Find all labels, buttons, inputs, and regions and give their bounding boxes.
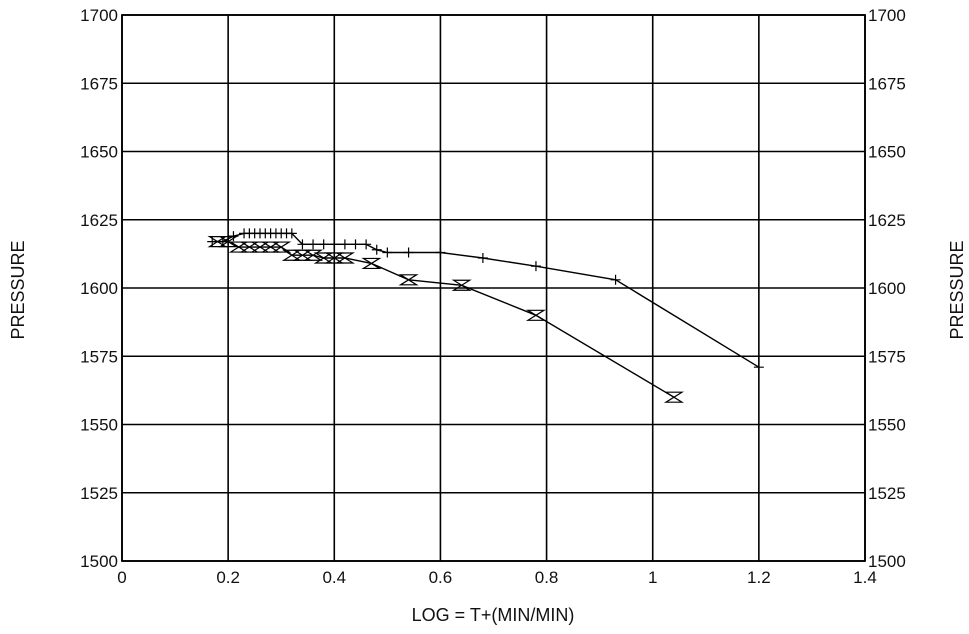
plus-marker [308,239,319,250]
x-tick-label: 0.8 [535,568,559,587]
series-2-line [217,240,675,398]
y-tick-label-right: 1675 [868,74,906,93]
hourglass-marker [302,249,324,261]
plus-marker [371,244,382,255]
y-tick-label-right: 1700 [868,6,906,25]
y-tick-label-left: 1600 [80,279,118,298]
plus-marker [361,239,372,250]
y-tick-label-left: 1650 [80,143,118,162]
hourglass-marker [398,274,419,286]
x-tick-label: 0 [117,568,126,587]
series [207,228,764,403]
hourglass-marker [663,391,685,403]
plot-frame [121,14,866,562]
y-tick-label-left: 1550 [80,416,118,435]
hourglass-marker [271,241,292,253]
hourglass-marker [218,235,239,248]
plus-marker [286,228,297,239]
plus-marker [382,247,393,258]
y-tick-label-left: 1500 [80,552,118,571]
y-axis-title-right: PRESSURE [947,240,967,339]
plus-marker [339,239,350,250]
y-tick-label-right: 1500 [868,552,906,571]
x-tick-label: 1 [648,568,657,587]
x-tick-label: 0.6 [429,568,453,587]
y-tick-label-right: 1625 [868,211,906,230]
hourglass-marker [361,257,382,270]
y-tick-label-right: 1575 [868,347,906,366]
plus-marker [350,239,361,250]
hourglass-marker [525,309,547,321]
y-tick-label-right: 1550 [868,416,906,435]
plus-marker [610,274,621,285]
x-axis-title: LOG = T+(MIN/MIN) [412,605,575,625]
y-tick-label-left: 1625 [80,211,118,230]
plus-marker [753,362,764,373]
series-2 [207,235,685,403]
x-tick-label: 1.4 [853,568,877,587]
y-tick-label-left: 1675 [80,74,118,93]
hourglass-marker [451,279,472,291]
y-tick-label-left: 1525 [80,484,118,503]
y-tick-label-left: 1575 [80,347,118,366]
plus-marker [318,239,329,250]
plus-marker [477,252,488,263]
plus-marker [435,247,446,258]
y-tick-label-left: 1700 [80,6,118,25]
y-tick-label-right: 1650 [868,143,906,162]
x-tick-label: 1.2 [747,568,771,587]
grid [121,14,866,562]
plus-marker [297,239,308,250]
x-tick-label: 0.4 [322,568,346,587]
y-tick-label-right: 1525 [868,484,906,503]
plus-marker [329,239,340,250]
plus-marker [403,247,414,258]
y-tick-label-right: 1600 [868,279,906,298]
plus-marker [530,261,541,272]
hourglass-marker [334,252,355,264]
y-axis-title-left: PRESSURE [8,240,28,339]
x-tick-label: 0.2 [216,568,240,587]
